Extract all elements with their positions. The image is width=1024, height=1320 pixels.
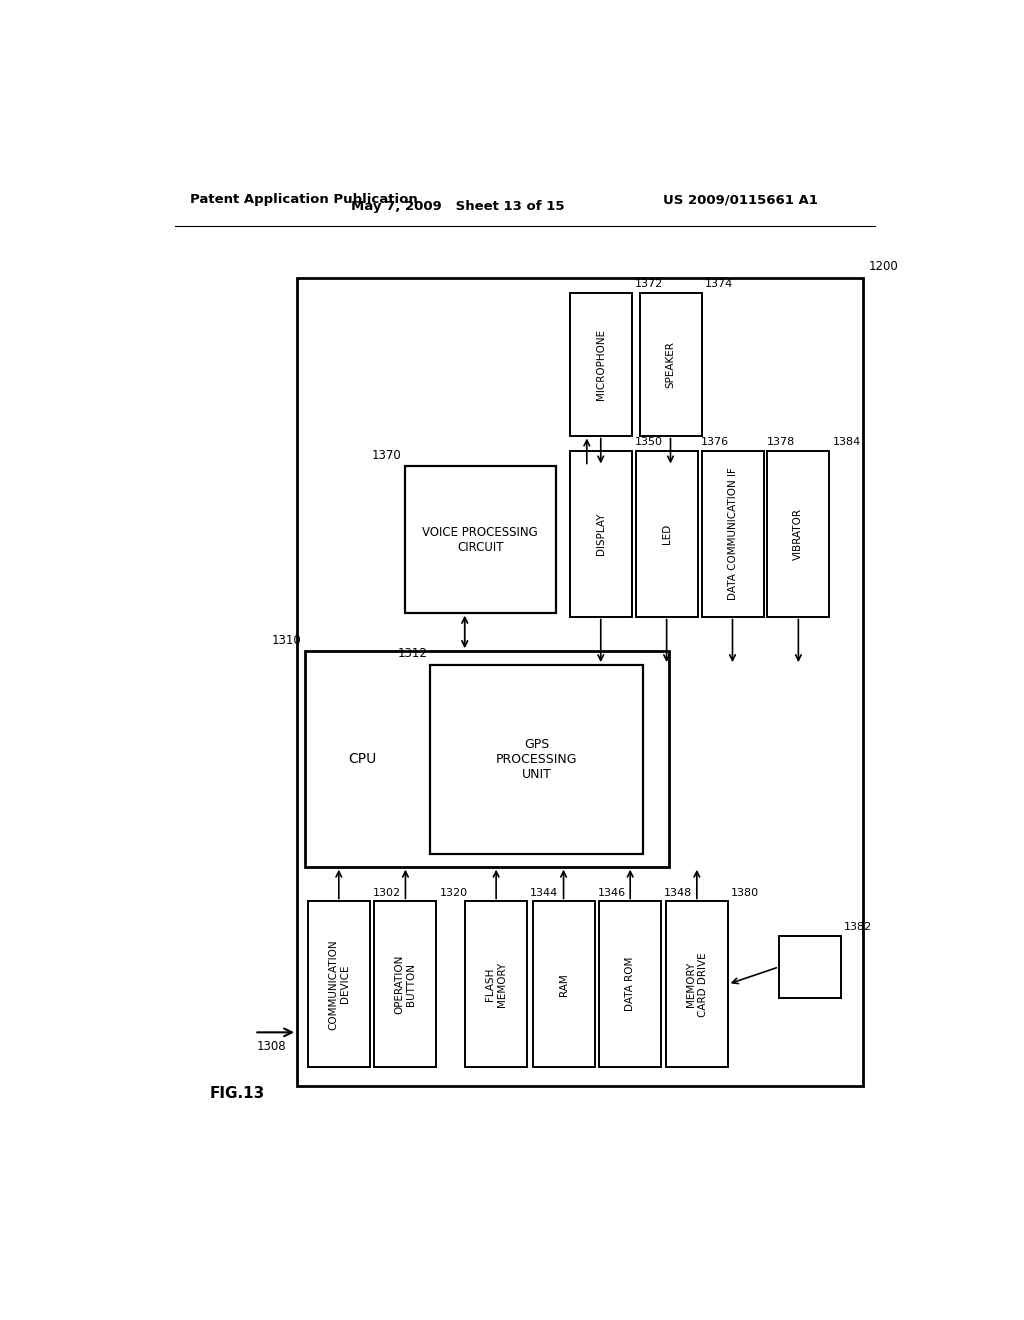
Text: DISPLAY: DISPLAY — [596, 512, 606, 554]
Text: 1380: 1380 — [731, 887, 759, 898]
Text: 1348: 1348 — [665, 887, 692, 898]
Bar — [404, 466, 556, 612]
Text: 1350: 1350 — [635, 437, 663, 447]
Text: MICROPHONE: MICROPHONE — [596, 329, 606, 400]
Bar — [767, 451, 829, 616]
Bar — [701, 451, 764, 616]
Bar — [465, 902, 527, 1067]
Text: 1374: 1374 — [705, 280, 733, 289]
Text: 1370: 1370 — [372, 449, 401, 462]
Text: OPERATION
BUTTON: OPERATION BUTTON — [394, 954, 416, 1014]
Text: 1344: 1344 — [530, 887, 558, 898]
Text: VIBRATOR: VIBRATOR — [794, 508, 804, 560]
Bar — [779, 936, 841, 998]
Bar — [430, 665, 643, 854]
Text: 1200: 1200 — [869, 260, 899, 273]
Text: 1310: 1310 — [271, 634, 302, 647]
Text: FIG.13: FIG.13 — [209, 1086, 264, 1101]
Text: GPS
PROCESSING
UNIT: GPS PROCESSING UNIT — [496, 738, 578, 781]
Text: LED: LED — [662, 524, 672, 544]
Text: DATA ROM: DATA ROM — [626, 957, 635, 1011]
Text: 1308: 1308 — [257, 1040, 287, 1053]
Text: 1378: 1378 — [767, 437, 795, 447]
Text: 1376: 1376 — [700, 437, 729, 447]
Text: COMMUNICATION
DEVICE: COMMUNICATION DEVICE — [328, 939, 349, 1030]
Bar — [297, 277, 862, 1086]
Text: May 7, 2009   Sheet 13 of 15: May 7, 2009 Sheet 13 of 15 — [350, 199, 564, 213]
Text: 1302: 1302 — [373, 887, 401, 898]
Bar — [636, 451, 697, 616]
Text: DATA COMMUNICATION IF: DATA COMMUNICATION IF — [727, 467, 737, 601]
Text: FLASH
MEMORY: FLASH MEMORY — [485, 961, 507, 1007]
Text: 1312: 1312 — [397, 647, 427, 660]
Text: SPEAKER: SPEAKER — [666, 341, 676, 388]
Bar — [375, 902, 436, 1067]
Text: US 2009/0115661 A1: US 2009/0115661 A1 — [663, 193, 817, 206]
Bar — [640, 293, 701, 436]
Text: Patent Application Publication: Patent Application Publication — [190, 193, 418, 206]
Bar — [308, 902, 370, 1067]
Bar — [569, 451, 632, 616]
Bar — [666, 902, 728, 1067]
Text: 1320: 1320 — [439, 887, 468, 898]
Bar — [305, 651, 669, 867]
Text: 1382: 1382 — [844, 923, 872, 932]
Text: CPU: CPU — [349, 752, 377, 766]
Bar — [569, 293, 632, 436]
Bar — [599, 902, 662, 1067]
Text: 1372: 1372 — [635, 280, 664, 289]
Text: 1346: 1346 — [598, 887, 626, 898]
Text: 1384: 1384 — [833, 437, 861, 447]
Bar — [532, 902, 595, 1067]
Text: RAM: RAM — [558, 973, 568, 995]
Text: MEMORY
CARD DRIVE: MEMORY CARD DRIVE — [686, 952, 708, 1016]
Text: VOICE PROCESSING
CIRCUIT: VOICE PROCESSING CIRCUIT — [422, 525, 539, 553]
